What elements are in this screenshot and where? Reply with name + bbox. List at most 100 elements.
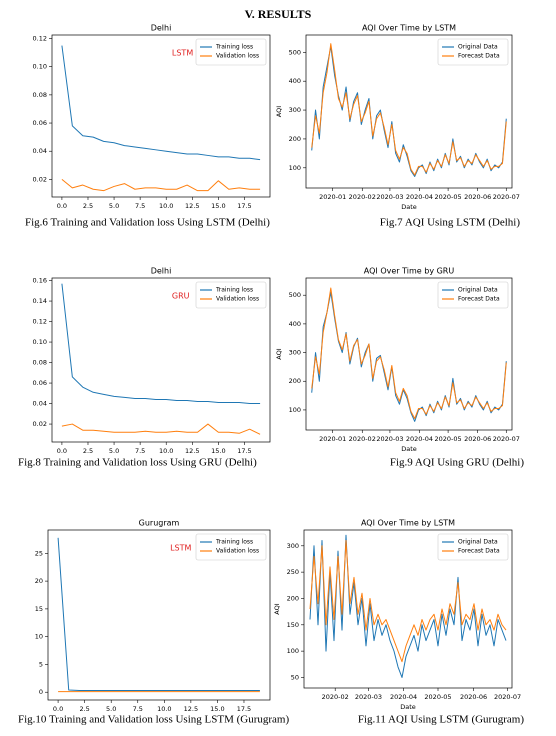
y-tick-label: 0.16 — [33, 277, 47, 285]
x-tick-label: 2020-02 — [349, 435, 376, 443]
plot-frame — [305, 34, 513, 189]
y-tick-label: 400 — [289, 320, 301, 328]
legend-label: Validation loss — [216, 53, 259, 60]
x-tick-label: 2020-06 — [460, 693, 487, 701]
legend-label: Training loss — [215, 287, 253, 294]
y-tick-label: 0.08 — [33, 359, 47, 367]
legend-box — [437, 281, 509, 309]
y-tick-label: 300 — [287, 542, 299, 550]
chart-title: AQI Over Time by GRU — [364, 267, 455, 276]
x-tick-label: 17.5 — [237, 202, 251, 210]
x-tick-label: 2020-06 — [464, 435, 491, 443]
y-tick-label: 0.04 — [33, 400, 47, 408]
legend-box — [437, 533, 509, 561]
x-tick-label: 2020-06 — [464, 193, 491, 201]
y-tick-label: 5 — [39, 660, 43, 668]
chart-title: AQI Over Time by LSTM — [361, 519, 455, 528]
x-tick-label: 2020-07 — [493, 193, 520, 201]
chart: AQI Over Time by LSTM 50 100 150 200 250 300 20… — [273, 519, 521, 712]
y-tick-label: 0.10 — [33, 338, 47, 346]
x-tick-label: 5.0 — [106, 705, 116, 713]
y-tick-label: 0.14 — [33, 297, 47, 305]
plot-frame — [303, 529, 513, 689]
y-tick-label: 15 — [35, 605, 43, 613]
x-tick-label: 17.5 — [237, 705, 251, 713]
x-tick-label: 2020-02 — [349, 193, 376, 201]
y-tick-label: 0.06 — [33, 119, 47, 127]
y-axis-label: AQI — [275, 348, 283, 359]
chart: Delhi 0.02 0.04 0.06 0.08 0.10 0.12 0.14 0.16 0.0… — [33, 267, 271, 455]
chart-title: Delhi — [151, 24, 172, 33]
x-tick-label: 2020-07 — [493, 435, 520, 443]
y-tick-label: 25 — [35, 549, 43, 557]
x-tick-label: 15.0 — [210, 705, 224, 713]
x-tick-label: 10.0 — [159, 447, 173, 455]
x-tick-label: 0.0 — [53, 705, 63, 713]
x-tick-label: 2020-05 — [435, 435, 462, 443]
x-tick-label: 5.0 — [109, 202, 119, 210]
series-line — [311, 43, 507, 176]
y-tick-label: 100 — [289, 164, 301, 172]
y-tick-label: 400 — [289, 77, 301, 85]
x-tick-label: 10.0 — [157, 705, 171, 713]
y-tick-label: 150 — [287, 621, 299, 629]
y-tick-label: 300 — [289, 106, 301, 114]
y-tick-label: 100 — [289, 406, 301, 414]
y-tick-label: 0.12 — [33, 35, 47, 43]
legend-label: Original Data — [458, 287, 498, 294]
x-tick-label: 7.5 — [135, 447, 145, 455]
plot-frame — [47, 529, 271, 701]
chart: Delhi 0.02 0.04 0.06 0.08 0.10 0.12 0.0 2.5 5.0 7.… — [33, 24, 271, 210]
x-tick-label: 2020-05 — [424, 693, 451, 701]
chart-title: Gurugram — [139, 519, 180, 528]
x-tick-label: 2020-02 — [322, 693, 349, 701]
y-tick-label: 0.10 — [33, 63, 47, 71]
x-tick-label: 2.5 — [83, 447, 93, 455]
annotation: LSTM — [170, 544, 191, 553]
legend-label: Training loss — [215, 44, 253, 51]
y-tick-label: 0.06 — [33, 379, 47, 387]
figure-caption: Fig.11 AQI Using LSTM (Gurugram) — [358, 714, 524, 726]
x-tick-label: 7.5 — [133, 705, 143, 713]
annotation: GRU — [172, 292, 190, 301]
x-tick-label: 17.5 — [237, 447, 251, 455]
series-line — [311, 287, 507, 420]
legend-label: Validation loss — [216, 548, 259, 555]
y-tick-label: 300 — [289, 349, 301, 357]
series-line — [309, 540, 507, 663]
y-tick-label: 50 — [291, 673, 299, 681]
section-heading: V. RESULTS — [245, 7, 312, 21]
y-tick-label: 500 — [289, 48, 301, 56]
series-line — [61, 423, 261, 435]
figure-caption: Fig.8 Training and Validation loss Using… — [18, 457, 257, 469]
series-line — [61, 45, 261, 161]
y-tick-label: 20 — [35, 577, 43, 585]
x-tick-label: 15.0 — [211, 202, 225, 210]
x-tick-label: 2020-01 — [319, 193, 346, 201]
y-tick-label: 0.08 — [33, 91, 47, 99]
y-axis-label: AQI — [275, 106, 283, 117]
y-tick-label: 0.02 — [33, 420, 47, 428]
y-tick-label: 0 — [39, 688, 43, 696]
y-axis-label: AQI — [273, 603, 281, 614]
x-tick-label: 2020-03 — [376, 435, 403, 443]
chart: AQI Over Time by GRU 100 200 300 400 500 2020-… — [275, 267, 520, 454]
x-tick-label: 5.0 — [109, 447, 119, 455]
x-tick-label: 2020-01 — [319, 435, 346, 443]
x-tick-label: 12.5 — [185, 447, 199, 455]
y-tick-label: 200 — [287, 594, 299, 602]
plot-frame — [51, 34, 271, 198]
x-tick-label: 2020-04 — [406, 193, 433, 201]
x-tick-label: 7.5 — [135, 202, 145, 210]
legend-box — [195, 38, 267, 66]
x-tick-label: 2.5 — [79, 705, 89, 713]
x-tick-label: 12.5 — [184, 705, 198, 713]
legend-label: Forecast Data — [458, 53, 500, 60]
figure-caption: Fig.9 AQI Using GRU (Delhi) — [390, 457, 524, 469]
legend-label: Original Data — [458, 539, 498, 546]
legend-box — [195, 533, 267, 561]
legend-label: Training loss — [215, 539, 253, 546]
x-axis-label: Date — [400, 703, 416, 711]
